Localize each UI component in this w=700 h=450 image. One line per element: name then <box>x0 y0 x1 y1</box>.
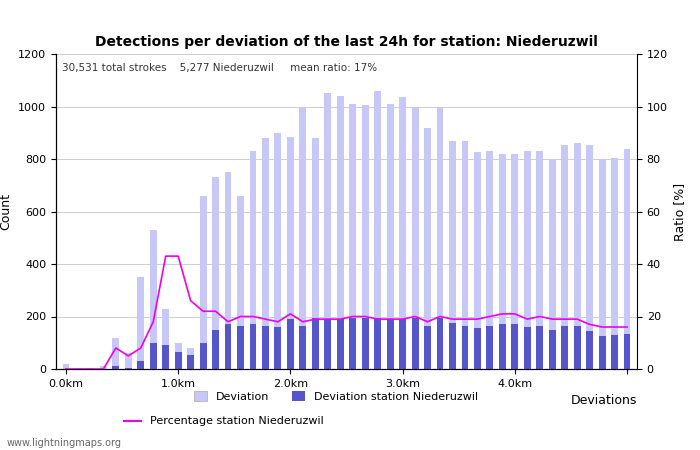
Bar <box>449 140 456 369</box>
Bar <box>274 133 281 369</box>
Bar <box>262 138 269 369</box>
Bar <box>499 154 506 369</box>
Bar <box>512 324 518 369</box>
Bar <box>449 323 456 369</box>
Bar <box>262 326 269 369</box>
Bar <box>561 326 568 369</box>
Text: Deviations: Deviations <box>570 394 637 407</box>
Bar <box>125 368 132 369</box>
Bar <box>374 91 381 369</box>
Bar <box>437 107 443 369</box>
Bar <box>598 336 606 369</box>
Text: 30,531 total strokes    5,277 Niederuzwil     mean ratio: 17%: 30,531 total strokes 5,277 Niederuzwil m… <box>62 63 377 73</box>
Bar <box>312 318 318 369</box>
Bar <box>624 148 631 369</box>
Bar <box>412 107 419 369</box>
Bar <box>424 326 431 369</box>
Bar <box>374 318 381 369</box>
Bar <box>113 366 119 369</box>
Y-axis label: Ratio [%]: Ratio [%] <box>673 182 687 241</box>
Bar <box>362 105 369 369</box>
Bar <box>274 327 281 369</box>
Bar <box>349 318 356 369</box>
Bar <box>212 329 219 369</box>
Bar <box>237 326 244 369</box>
Bar <box>75 368 82 369</box>
Bar <box>486 326 493 369</box>
Bar <box>250 324 256 369</box>
Bar <box>199 343 206 369</box>
Bar <box>175 352 181 369</box>
Bar <box>150 230 157 369</box>
Bar <box>137 361 144 369</box>
Bar <box>362 318 369 369</box>
Bar <box>461 140 468 369</box>
Bar <box>250 151 256 369</box>
Bar <box>549 159 556 369</box>
Bar <box>524 327 531 369</box>
Legend: Deviation, Deviation station Niederuzwil: Deviation, Deviation station Niederuzwil <box>190 387 482 406</box>
Bar <box>349 104 356 369</box>
Bar <box>237 196 244 369</box>
Bar <box>586 144 593 369</box>
Bar <box>287 319 294 369</box>
Bar <box>300 326 307 369</box>
Y-axis label: Count: Count <box>0 193 13 230</box>
Bar <box>574 143 580 369</box>
Bar <box>611 335 618 369</box>
Bar <box>199 196 206 369</box>
Bar <box>424 127 431 369</box>
Bar <box>150 343 157 369</box>
Bar <box>386 319 393 369</box>
Bar <box>300 107 307 369</box>
Bar <box>162 346 169 369</box>
Title: Detections per deviation of the last 24h for station: Niederuzwil: Detections per deviation of the last 24h… <box>95 35 598 49</box>
Bar <box>536 151 543 369</box>
Bar <box>225 172 232 369</box>
Bar <box>100 366 107 369</box>
Bar <box>62 364 69 369</box>
Bar <box>187 355 194 369</box>
Bar <box>337 319 344 369</box>
Bar <box>574 326 580 369</box>
Bar <box>175 343 181 369</box>
Bar <box>287 137 294 369</box>
Bar <box>437 318 443 369</box>
Bar <box>624 333 631 369</box>
Bar <box>324 94 331 369</box>
Bar <box>137 277 144 369</box>
Bar <box>512 154 518 369</box>
Text: www.lightningmaps.org: www.lightningmaps.org <box>7 438 122 448</box>
Bar <box>399 319 406 369</box>
Bar <box>486 151 493 369</box>
Bar <box>474 153 481 369</box>
Bar <box>474 328 481 369</box>
Bar <box>499 324 506 369</box>
Bar <box>549 329 556 369</box>
Legend: Percentage station Niederuzwil: Percentage station Niederuzwil <box>120 412 328 431</box>
Bar <box>536 326 543 369</box>
Bar <box>386 104 393 369</box>
Bar <box>412 318 419 369</box>
Bar <box>611 158 618 369</box>
Bar <box>125 353 132 369</box>
Bar <box>212 177 219 369</box>
Bar <box>324 319 331 369</box>
Bar <box>88 368 94 369</box>
Bar <box>598 159 606 369</box>
Bar <box>561 144 568 369</box>
Bar <box>312 138 318 369</box>
Bar <box>187 348 194 369</box>
Bar <box>337 96 344 369</box>
Bar <box>113 338 119 369</box>
Bar <box>586 331 593 369</box>
Bar <box>524 151 531 369</box>
Bar <box>162 309 169 369</box>
Bar <box>399 97 406 369</box>
Bar <box>461 326 468 369</box>
Bar <box>225 324 232 369</box>
